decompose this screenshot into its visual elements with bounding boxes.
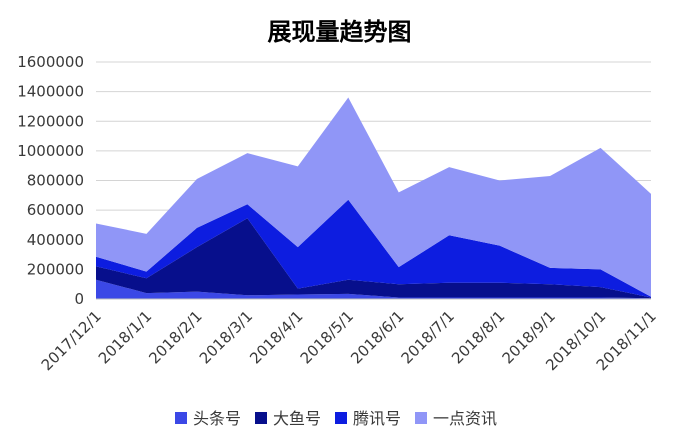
y-tick-label: 400000 — [27, 231, 84, 249]
x-tick-label: 2018/1/1 — [95, 307, 155, 367]
y-tick-label: 1400000 — [17, 83, 84, 101]
legend-label: 一点资讯 — [433, 409, 497, 428]
x-tick-label: 2018/3/1 — [196, 307, 256, 367]
y-tick-label: 1000000 — [17, 142, 84, 160]
area-series-1 — [96, 279, 651, 299]
x-tick-label: 2017/12/1 — [38, 307, 105, 374]
x-tick-label: 2018/8/1 — [448, 307, 508, 367]
x-tick-label: 2018/6/1 — [347, 307, 407, 367]
x-tick-label: 2018/7/1 — [398, 307, 458, 367]
legend-swatch — [415, 412, 427, 424]
area-series-2 — [96, 218, 651, 299]
area-series — [96, 97, 651, 299]
y-tick-label: 0 — [74, 290, 84, 308]
legend-label: 腾讯号 — [353, 409, 401, 428]
legend-swatch — [255, 412, 267, 424]
legend-swatch — [335, 412, 347, 424]
x-tick-label: 2018/4/1 — [246, 307, 306, 367]
chart-title: 展现量趋势图 — [267, 18, 412, 46]
legend-label: 大鱼号 — [273, 409, 321, 428]
legend-label: 头条号 — [193, 409, 241, 428]
legend-swatch — [175, 412, 187, 424]
y-tick-label: 1200000 — [17, 112, 84, 130]
legend: 头条号 大鱼号 腾讯号 一点资讯 — [175, 409, 497, 428]
area-series-4 — [96, 97, 651, 297]
area-series-3 — [96, 199, 651, 298]
y-tick-label: 200000 — [27, 260, 84, 278]
y-tick-label: 600000 — [27, 201, 84, 219]
y-tick-label: 1600000 — [17, 53, 84, 71]
x-tick-label: 2018/2/1 — [145, 307, 205, 367]
y-tick-label: 800000 — [27, 172, 84, 190]
x-tick-label: 2018/5/1 — [297, 307, 357, 367]
